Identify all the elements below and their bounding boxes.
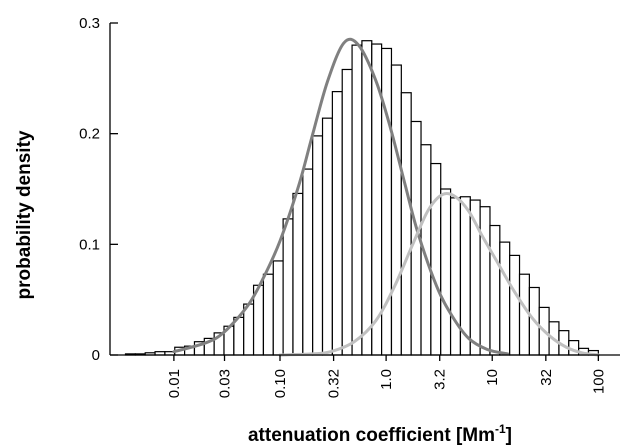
axes (109, 23, 620, 356)
x-axis-title-suffix: ] (506, 425, 512, 446)
histogram-bar (509, 254, 521, 356)
x-axis-title-main: attenuation coefficient [Mm (248, 425, 495, 446)
y-axis-title: probability density (14, 130, 35, 299)
histogram-bar (489, 224, 501, 356)
histogram-bar (449, 197, 462, 356)
histogram-bar (430, 162, 442, 356)
histogram-bar (331, 91, 343, 356)
histogram-bar (243, 303, 255, 356)
y-tick-label: 0 (92, 347, 100, 364)
fit-curve-2 (278, 192, 600, 357)
y-tick-label: 0.2 (79, 126, 100, 143)
histogram-bar (351, 44, 363, 356)
histogram-bar (262, 273, 274, 356)
histogram-bar (499, 241, 511, 356)
x-tick-label: 32 (538, 369, 555, 386)
histogram-bar (390, 64, 402, 356)
fit-curve-1 (172, 37, 510, 356)
histogram-bar (479, 206, 491, 356)
x-axis-title-superscript: -1 (495, 422, 506, 436)
histogram-bar (341, 68, 353, 356)
x-tick-label: 0.10 (272, 369, 289, 398)
y-ticks: 0 0.1 0.2 0.3 (79, 15, 118, 364)
histogram-bar (321, 117, 333, 356)
histogram-bar (440, 188, 452, 356)
fit-curves (172, 37, 600, 357)
histogram-bar (272, 260, 284, 356)
y-tick-label: 0.1 (79, 236, 100, 253)
histogram-bar (282, 218, 294, 356)
x-tick-label: 10 (484, 369, 501, 386)
x-tick-label: 0.01 (166, 369, 183, 398)
histogram-bar (292, 192, 304, 356)
x-axis-title: attenuation coefficient [Mm-1] (248, 422, 512, 446)
histogram-bar (312, 135, 324, 356)
histogram-bar (400, 92, 412, 356)
x-tick-label: 3.2 (432, 369, 449, 390)
x-ticks: 0.01 0.03 0.10 0.32 1.0 3.2 10 32 100 (166, 355, 607, 398)
histogram-bar (361, 40, 373, 356)
x-tick-label: 1.0 (378, 369, 395, 390)
histogram-bar (302, 168, 314, 356)
y-tick-label: 0.3 (79, 15, 100, 32)
x-tick-label: 0.03 (217, 369, 234, 398)
x-tick-label: 0.32 (326, 369, 343, 398)
histogram-bars (124, 40, 599, 356)
x-tick-label: 100 (590, 369, 607, 394)
